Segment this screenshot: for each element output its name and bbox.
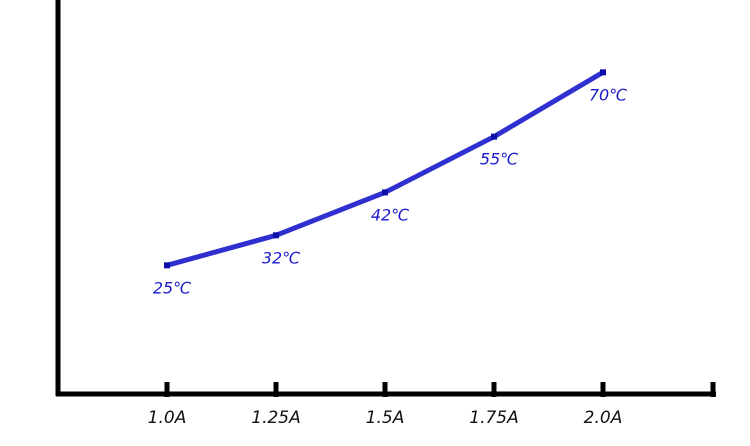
x-tick-label: 1.0A: [148, 408, 187, 428]
data-point: [600, 69, 606, 76]
data-point: [273, 232, 279, 239]
x-tick-label: 1.75A: [469, 408, 518, 428]
data-label: 55℃: [480, 150, 518, 169]
x-axis-tick-labels: 1.0A 1.25A 1.5A 1.75A 2.0A: [148, 408, 623, 428]
data-point: [491, 133, 497, 140]
data-labels: 25℃ 32℃ 42℃ 55℃ 70℃: [153, 85, 627, 297]
x-axis-ticks: [164, 382, 606, 397]
data-label: 32℃: [262, 248, 300, 267]
data-point: [164, 262, 170, 269]
series-group: [164, 69, 606, 268]
x-tick-label: 1.25A: [251, 408, 300, 428]
chart-axes: [55, 0, 716, 397]
data-label: 42℃: [371, 205, 409, 224]
data-point: [382, 189, 388, 196]
series-line: [164, 69, 606, 268]
data-label: 70℃: [589, 85, 627, 104]
x-tick-label: 2.0A: [584, 408, 623, 428]
data-points: [164, 69, 606, 269]
data-label: 25℃: [153, 278, 191, 297]
x-tick-label: 1.5A: [366, 408, 405, 428]
